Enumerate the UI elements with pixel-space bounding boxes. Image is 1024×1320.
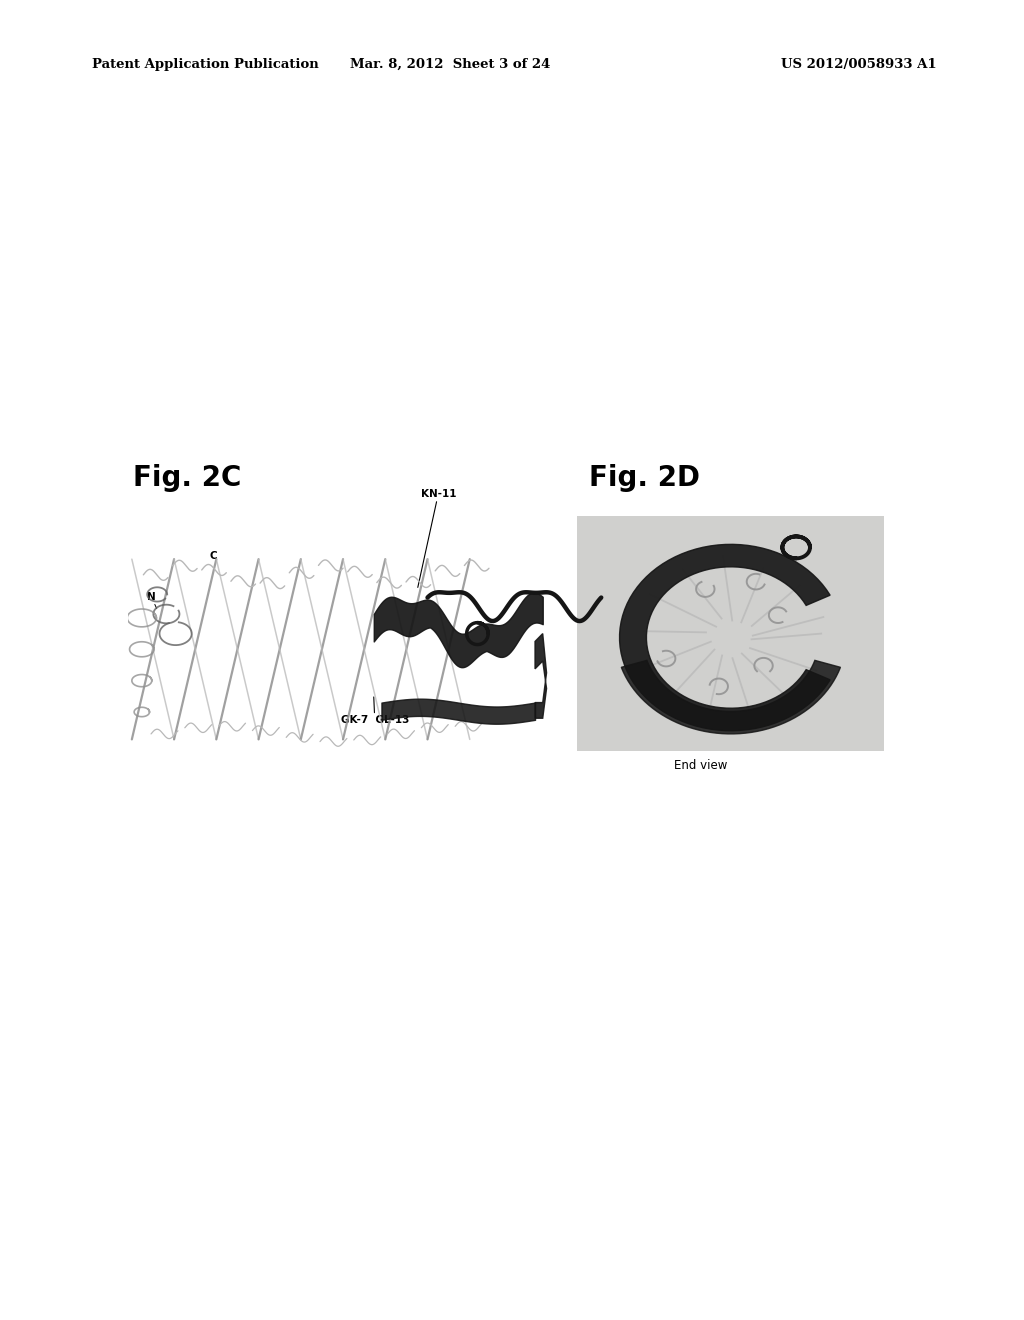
Polygon shape [622,660,841,734]
Text: GK-7  GL-13: GK-7 GL-13 [341,697,409,726]
Text: Patent Application Publication: Patent Application Publication [92,58,318,70]
Text: End view: End view [674,759,727,772]
Text: N: N [146,591,157,609]
Text: US 2012/0058933 A1: US 2012/0058933 A1 [781,58,937,70]
Polygon shape [620,544,830,731]
Text: Fig. 2C: Fig. 2C [133,463,242,492]
Polygon shape [535,634,547,718]
Text: Mar. 8, 2012  Sheet 3 of 24: Mar. 8, 2012 Sheet 3 of 24 [350,58,551,70]
Text: KL-11: KL-11 [614,523,648,587]
Text: KN-11: KN-11 [418,488,456,587]
Text: Fig. 2D: Fig. 2D [589,463,699,492]
Polygon shape [578,516,885,751]
Text: C: C [209,550,217,561]
